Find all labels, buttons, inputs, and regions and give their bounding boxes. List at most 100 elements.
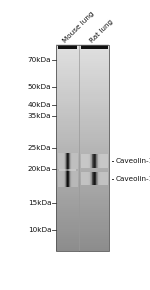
Bar (56, 98, 110, 101)
Bar (68, 169, 69, 173)
Bar (56, 148, 110, 150)
Bar (59, 168, 60, 172)
Bar (56, 50, 110, 53)
Bar (73, 153, 74, 169)
Bar (74, 168, 75, 172)
Bar (56, 46, 110, 49)
Bar (64, 168, 65, 172)
Bar (72, 153, 73, 169)
Bar (73, 168, 74, 172)
Bar (56, 247, 110, 249)
Bar (70, 171, 71, 187)
Bar (75, 168, 76, 172)
Bar (100, 154, 101, 168)
Bar (93, 154, 94, 168)
Text: 10kDa: 10kDa (28, 227, 51, 233)
Bar (69, 169, 70, 173)
Bar (74, 168, 75, 172)
Bar (56, 183, 110, 185)
Bar (72, 168, 73, 172)
Bar (69, 168, 70, 172)
Bar (56, 158, 110, 161)
Bar (74, 169, 75, 173)
Bar (72, 153, 73, 169)
Bar (84, 154, 85, 168)
Bar (101, 172, 102, 186)
Bar (56, 57, 110, 59)
Bar (96, 172, 97, 186)
Bar (76, 171, 77, 187)
Bar (75, 167, 76, 171)
Bar (56, 55, 110, 57)
Bar (56, 75, 110, 78)
Bar (56, 154, 110, 156)
Bar (71, 171, 72, 187)
Bar (67, 168, 68, 172)
Bar (100, 154, 101, 168)
Bar (59, 153, 60, 169)
Bar (56, 185, 110, 187)
Bar (56, 243, 110, 245)
Bar (56, 150, 110, 152)
Bar (68, 167, 69, 171)
Bar (64, 168, 65, 172)
Bar (62, 167, 63, 171)
Bar (72, 167, 73, 171)
Bar (71, 167, 72, 171)
Bar (67, 171, 68, 187)
Bar (59, 167, 60, 171)
Bar (66, 168, 67, 172)
Bar (76, 153, 77, 169)
Bar (99, 172, 100, 186)
Bar (70, 167, 71, 171)
Bar (67, 167, 68, 171)
Bar (89, 154, 90, 168)
Bar (56, 48, 110, 51)
Bar (66, 167, 67, 171)
Bar (86, 154, 87, 168)
Bar (56, 228, 110, 231)
Text: Rat lung: Rat lung (88, 18, 114, 44)
Bar (97, 154, 98, 168)
Bar (63, 171, 64, 187)
Bar (60, 167, 61, 171)
Bar (64, 167, 65, 171)
Bar (74, 167, 75, 171)
Bar (56, 86, 110, 88)
Bar (64, 168, 65, 172)
Bar (63, 168, 64, 172)
Bar (56, 125, 110, 128)
Bar (103, 154, 104, 168)
Bar (56, 232, 110, 235)
Bar (69, 168, 70, 172)
Bar (72, 168, 73, 172)
Bar (61, 167, 62, 171)
Bar (56, 63, 110, 66)
Bar (69, 167, 70, 171)
Bar (75, 171, 76, 187)
Bar (64, 169, 65, 173)
Bar (65, 167, 66, 171)
Bar (62, 171, 63, 187)
Bar (64, 167, 65, 171)
Bar (56, 224, 110, 226)
Bar (102, 154, 103, 168)
Bar (56, 208, 110, 210)
Bar (61, 171, 62, 187)
Bar (56, 106, 110, 109)
Bar (75, 169, 76, 173)
Bar (75, 167, 76, 171)
Bar (89, 172, 90, 186)
Bar (56, 100, 110, 103)
Bar (69, 167, 70, 171)
Bar (94, 172, 95, 186)
Bar (58, 45, 77, 49)
Bar (75, 171, 76, 187)
Bar (68, 167, 69, 171)
Bar (56, 129, 110, 132)
Bar (71, 169, 72, 173)
Bar (64, 167, 65, 171)
Bar (64, 167, 65, 171)
Bar (65, 169, 66, 173)
Bar (98, 172, 99, 186)
